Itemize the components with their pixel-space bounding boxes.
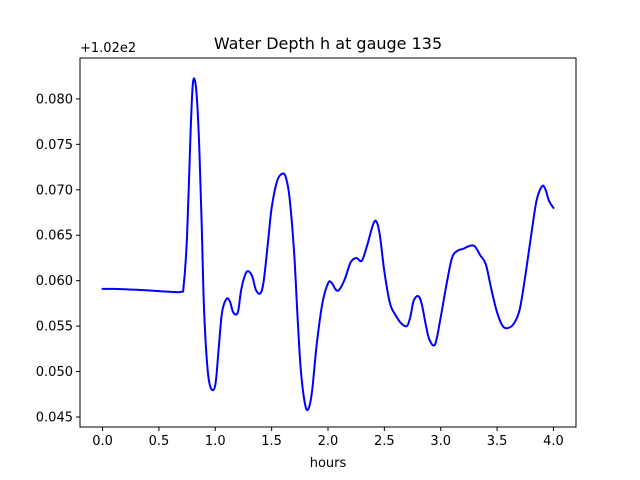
x-tick-label: 3.5 — [487, 434, 508, 449]
x-tick-label: 2.0 — [318, 434, 339, 449]
x-axis-label: hours — [310, 456, 347, 471]
series-line-1 — [101, 77, 555, 412]
x-tick-label: 1.0 — [205, 434, 226, 449]
chart-title: Water Depth h at gauge 135 — [214, 34, 442, 53]
axes-frame — [79, 57, 577, 428]
y-tick-label: 0.075 — [36, 138, 73, 153]
y-tick-label: 0.055 — [36, 320, 73, 335]
y-tick-label: 0.070 — [36, 183, 73, 198]
x-tick-label: 4.0 — [543, 434, 564, 449]
x-tick-label: 2.5 — [374, 434, 395, 449]
y-tick-label: 0.080 — [36, 92, 73, 107]
x-tick-label: 1.5 — [261, 434, 282, 449]
x-tick-label: 0.5 — [149, 434, 170, 449]
y-offset-label: +1.02e2 — [80, 41, 136, 56]
y-tick-label: 0.060 — [36, 274, 73, 289]
x-tick-label: 0.0 — [92, 434, 113, 449]
x-tick-label: 3.0 — [430, 434, 451, 449]
y-tick-label: 0.065 — [36, 229, 73, 244]
y-tick-label: 0.050 — [36, 365, 73, 380]
axis-ticks: 0.0 0.5 1.0 1.5 2.0 2.5 3.0 3.5 4.0 0.045 0.050 0.0… — [36, 92, 564, 449]
plot-area — [101, 77, 555, 412]
y-tick-label: 0.045 — [36, 411, 73, 426]
